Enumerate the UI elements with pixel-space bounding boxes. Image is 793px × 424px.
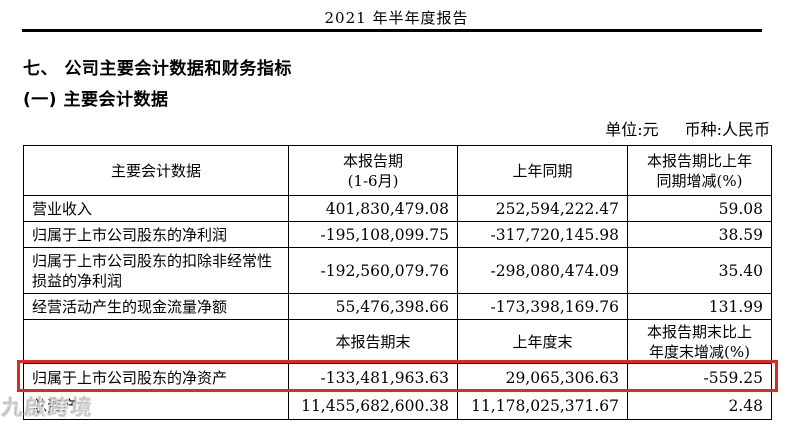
header-current-period: 本报告期 (1-6月) — [288, 145, 458, 196]
row-change-value: 131.99 — [627, 293, 772, 320]
row-change-value: 35.40 — [627, 247, 772, 294]
header-prior-period: 上年同期 — [457, 145, 628, 196]
accounting-data-table: 主要会计数据 本报告期 (1-6月) 上年同期 本报告期比上年 同期增减(%) … — [23, 145, 772, 420]
row-current-value: -192,560,079.76 — [288, 247, 458, 294]
table-row-net-assets: 归属于上市公司股东的净资产 -133,481,963.63 29,065,306… — [23, 363, 772, 392]
row-prior-value: -317,720,145.98 — [457, 221, 628, 248]
row-prior-value: 11,178,025,371.67 — [457, 391, 628, 420]
subsection-title: (一) 主要会计数据 — [23, 90, 169, 110]
header-divider — [22, 29, 762, 32]
table-header-period: 主要会计数据 本报告期 (1-6月) 上年同期 本报告期比上年 同期增减(%) — [23, 145, 772, 196]
row-change-value: 2.48 — [627, 391, 772, 420]
row-label: 归属于上市公司股东的净利润 — [23, 221, 289, 248]
table-row-net-profit: 归属于上市公司股东的净利润 -195,108,099.75 -317,720,1… — [23, 221, 772, 248]
header-period-end-change: 本报告期末比上 年度末增减(%) — [627, 319, 772, 364]
row-current-value: 55,476,398.66 — [288, 293, 458, 320]
row-prior-value: -173,398,169.76 — [457, 293, 628, 320]
header-prior-year-end: 上年度末 — [457, 319, 628, 364]
row-label: 经营活动产生的现金流量净额 — [23, 293, 289, 320]
row-current-value: -133,481,963.63 — [288, 363, 458, 392]
section-title: 七、 公司主要会计数据和财务指标 — [23, 59, 292, 79]
header-period-change: 本报告期比上年 同期增减(%) — [627, 145, 772, 196]
table-row-revenue: 营业收入 401,830,479.08 252,594,222.47 59.08 — [23, 195, 772, 222]
row-current-value: 401,830,479.08 — [288, 195, 458, 222]
row-label: 归属于上市公司股东的扣除非经常性损益的净利润 — [23, 247, 289, 294]
table-row-net-profit-excl-nonrecurring: 归属于上市公司股东的扣除非经常性损益的净利润 -192,560,079.76 -… — [23, 247, 772, 294]
row-prior-value: 252,594,222.47 — [457, 195, 628, 222]
row-label: 总资产 — [23, 391, 289, 420]
header-empty-cell — [23, 319, 289, 364]
row-current-value: 11,455,682,600.38 — [288, 391, 458, 420]
row-prior-value: -298,080,474.09 — [457, 247, 628, 294]
unit-label: 单位:元 — [605, 120, 659, 139]
row-change-value: 38.59 — [627, 221, 772, 248]
header-current-period-end: 本报告期末 — [288, 319, 458, 364]
row-current-value: -195,108,099.75 — [288, 221, 458, 248]
header-main-data: 主要会计数据 — [23, 145, 289, 196]
row-label: 营业收入 — [23, 195, 289, 222]
row-change-value: -559.25 — [627, 363, 772, 392]
row-prior-value: 29,065,306.63 — [457, 363, 628, 392]
document-header-title: 2021 年半年度报告 — [324, 9, 469, 27]
table-header-period-end: 本报告期末 上年度末 本报告期末比上 年度末增减(%) — [23, 319, 772, 364]
watermark: 九啟跨境 — [1, 396, 95, 420]
table-row-total-assets: 总资产 11,455,682,600.38 11,178,025,371.67 … — [23, 391, 772, 420]
row-change-value: 59.08 — [627, 195, 772, 222]
unit-currency-line: 单位:元 币种:人民币 — [605, 116, 770, 140]
row-label: 归属于上市公司股东的净资产 — [23, 363, 289, 392]
currency-label: 币种:人民币 — [684, 120, 770, 139]
table-row-operating-cash-flow: 经营活动产生的现金流量净额 55,476,398.66 -173,398,169… — [23, 293, 772, 320]
